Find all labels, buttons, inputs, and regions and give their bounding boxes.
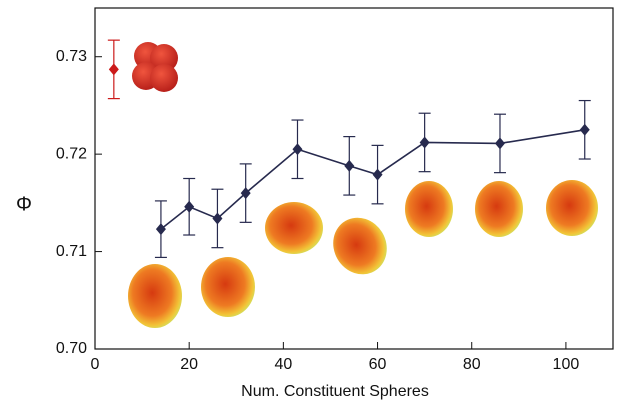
y-tick-label: 0.71: [56, 243, 87, 260]
point: [240, 187, 251, 200]
x-axis-label: Num. Constituent Spheres: [241, 383, 429, 400]
point: [372, 168, 383, 181]
point: [494, 137, 505, 150]
point: [292, 143, 303, 156]
point: [155, 223, 166, 236]
point: [419, 136, 430, 149]
point: [344, 159, 355, 172]
point: [579, 123, 590, 136]
x-tick-label: 100: [553, 356, 580, 373]
y-tick-label: 0.72: [56, 145, 87, 162]
point: [212, 212, 223, 225]
point: [108, 63, 119, 76]
point: [184, 200, 195, 213]
plot-frame: [94, 7, 614, 350]
x-tick-label: 0: [91, 356, 100, 373]
x-tick-label: 60: [369, 356, 387, 373]
y-tick-label: 0.70: [56, 340, 87, 357]
x-tick-label: 40: [274, 356, 292, 373]
series-line: [160, 128, 585, 230]
x-tick-label: 80: [463, 356, 481, 373]
x-tick-label: 20: [180, 356, 198, 373]
illustrations: [128, 42, 598, 328]
y-axis-label: Φ: [16, 193, 32, 215]
y-tick-label: 0.73: [56, 48, 87, 65]
